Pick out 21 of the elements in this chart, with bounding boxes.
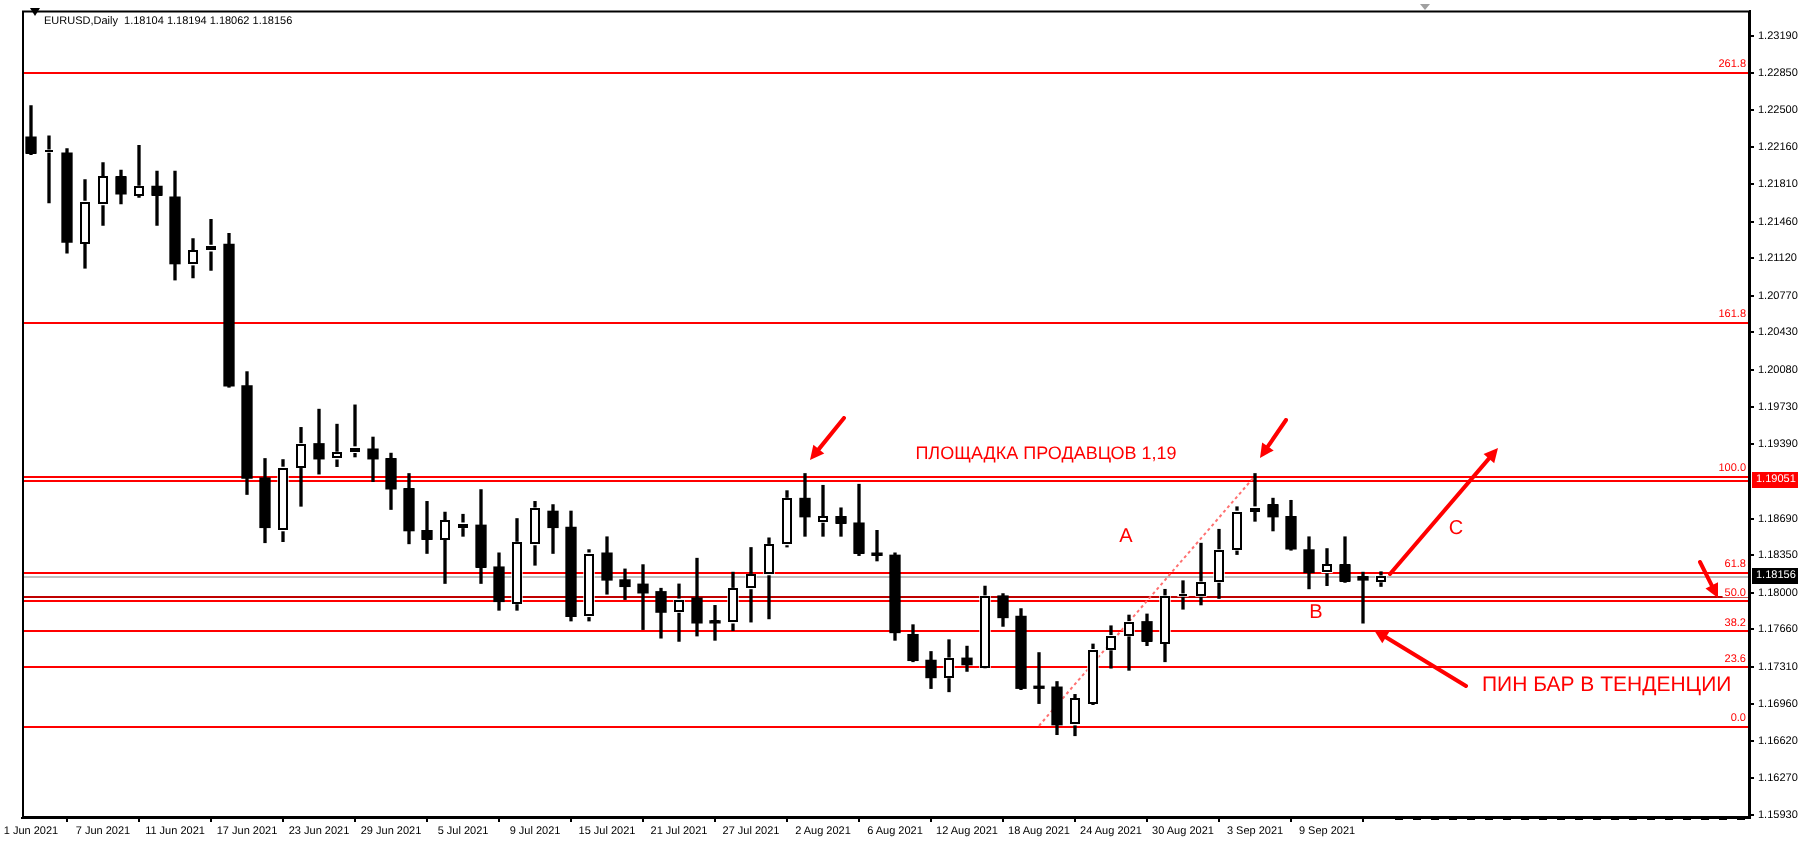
annotation: C [1448, 517, 1464, 540]
candlestick [817, 484, 829, 537]
candlestick [637, 564, 649, 630]
candlestick [313, 408, 325, 475]
annotation: B [1309, 601, 1324, 624]
candlestick [349, 404, 361, 458]
candlestick [367, 436, 379, 482]
candlestick [1249, 473, 1261, 522]
candlestick [745, 547, 757, 623]
candlestick [205, 219, 217, 271]
annotation: ПИН БАР В ТЕНДЕНЦИИ [1482, 672, 1732, 697]
candlestick [1357, 571, 1369, 624]
annotation: ПЛОЩАДКА ПРОДАВЦОВ 1,19 [915, 443, 1177, 464]
candlestick [331, 423, 343, 467]
candlestick [1321, 548, 1333, 586]
candlestick [673, 583, 685, 642]
annotation: A [1119, 525, 1134, 548]
candlestick [151, 170, 163, 226]
candlestick [133, 145, 145, 198]
candlestick [421, 501, 433, 554]
candlestick [835, 507, 847, 537]
